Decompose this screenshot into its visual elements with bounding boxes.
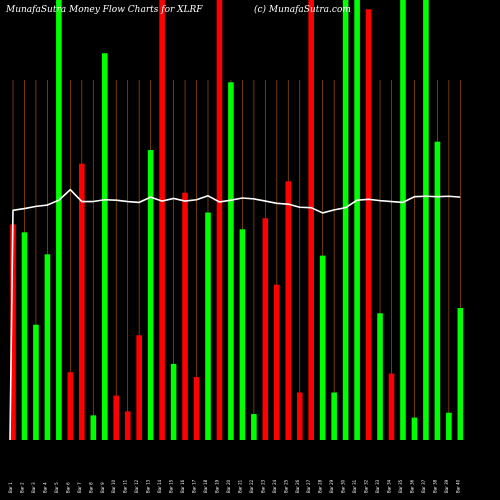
chart-title: MunafaSutra Money Flow Charts for XLRF xyxy=(5,5,203,15)
bar xyxy=(136,335,142,440)
x-tick-label: Bar 27 xyxy=(306,479,311,493)
x-tick-label: Bar 26 xyxy=(295,479,300,493)
bar xyxy=(308,0,315,440)
bar xyxy=(10,224,16,440)
x-tick-labels: Bar 1 Bar 2 Bar 3 Bar 4 Bar 5 Bar 6 Bar 7 Bar 8… xyxy=(8,479,460,493)
x-tick-label: Bar 16 xyxy=(180,479,185,493)
bar xyxy=(446,412,452,440)
bars xyxy=(10,0,464,441)
bar xyxy=(388,373,395,440)
x-tick-label: Bar 22 xyxy=(249,479,254,493)
x-tick-label: Bar 1 xyxy=(8,482,13,493)
x-tick-label: Bar 6 xyxy=(65,482,70,493)
bar xyxy=(296,392,303,440)
x-tick-label: Bar 17 xyxy=(192,479,197,493)
x-tick-label: Bar 15 xyxy=(169,479,174,493)
bar xyxy=(285,181,292,440)
x-tick-label: Bar 9 xyxy=(100,482,105,493)
bar xyxy=(457,308,464,440)
bar xyxy=(400,0,406,440)
x-tick-label: Bar 29 xyxy=(329,479,334,493)
x-tick-label: Bar 36 xyxy=(409,479,414,493)
bar xyxy=(377,313,383,440)
x-tick-label: Bar 18 xyxy=(203,479,208,493)
x-tick-label: Bar 20 xyxy=(226,479,231,493)
bar xyxy=(182,192,188,440)
x-tick-label: Bar 8 xyxy=(88,482,93,493)
bar xyxy=(423,0,429,440)
x-tick-label: Bar 39 xyxy=(444,479,449,493)
bar xyxy=(159,0,165,440)
x-tick-label: Bar 13 xyxy=(146,479,151,493)
x-tick-label: Bar 37 xyxy=(421,479,426,493)
bar xyxy=(434,141,441,440)
bar xyxy=(113,395,120,440)
x-tick-label: Bar 5 xyxy=(54,482,59,493)
x-tick-label: Bar 32 xyxy=(364,479,369,493)
bar xyxy=(101,53,108,441)
x-tick-label: Bar 34 xyxy=(387,479,392,493)
bar xyxy=(90,415,97,440)
bar xyxy=(365,9,372,441)
x-tick-label: Bar 2 xyxy=(19,482,24,493)
bar xyxy=(193,377,200,440)
price-line-layer xyxy=(9,188,461,441)
x-tick-label: Bar 21 xyxy=(237,479,242,493)
bar xyxy=(228,82,234,440)
x-tick-label: Bar 7 xyxy=(77,482,82,493)
x-tick-label: Bar 31 xyxy=(352,479,357,493)
bar xyxy=(170,363,177,440)
bar xyxy=(239,229,246,440)
x-tick-label: Bar 40 xyxy=(455,479,460,493)
bar xyxy=(411,417,418,440)
x-tick-label: Bar 24 xyxy=(272,479,277,493)
bar xyxy=(67,372,74,440)
x-tick-label: Bar 4 xyxy=(42,482,47,493)
x-tick-label: Bar 30 xyxy=(341,479,346,493)
bar xyxy=(147,150,154,441)
price-line xyxy=(9,188,461,441)
bar xyxy=(124,411,131,440)
bar xyxy=(319,255,326,440)
bar xyxy=(79,163,85,440)
x-tick-label: Bar 35 xyxy=(398,479,403,493)
x-tick-label: Bar 28 xyxy=(318,479,323,493)
x-tick-label: Bar 3 xyxy=(31,482,36,493)
bar xyxy=(33,324,39,440)
x-tick-label: Bar 38 xyxy=(432,479,437,493)
x-tick-label: Bar 10 xyxy=(111,479,116,493)
x-tick-label: Bar 14 xyxy=(157,479,162,493)
bar xyxy=(44,254,51,440)
bar xyxy=(331,392,337,440)
site-credit: (c) MunafaSutra.com xyxy=(254,4,351,15)
bar xyxy=(342,0,349,440)
bar xyxy=(251,414,257,440)
bar xyxy=(216,0,223,440)
x-tick-label: Bar 19 xyxy=(214,479,219,493)
bar xyxy=(262,218,269,440)
bar xyxy=(56,0,62,440)
x-tick-label: Bar 23 xyxy=(260,479,265,493)
x-tick-label: Bar 33 xyxy=(375,479,380,493)
x-tick-label: Bar 11 xyxy=(123,479,128,493)
bar xyxy=(354,0,360,440)
bar xyxy=(21,232,28,440)
bar xyxy=(274,284,280,440)
bar xyxy=(205,212,211,440)
x-tick-label: Bar 25 xyxy=(283,479,288,493)
x-tick-label: Bar 12 xyxy=(134,479,139,493)
